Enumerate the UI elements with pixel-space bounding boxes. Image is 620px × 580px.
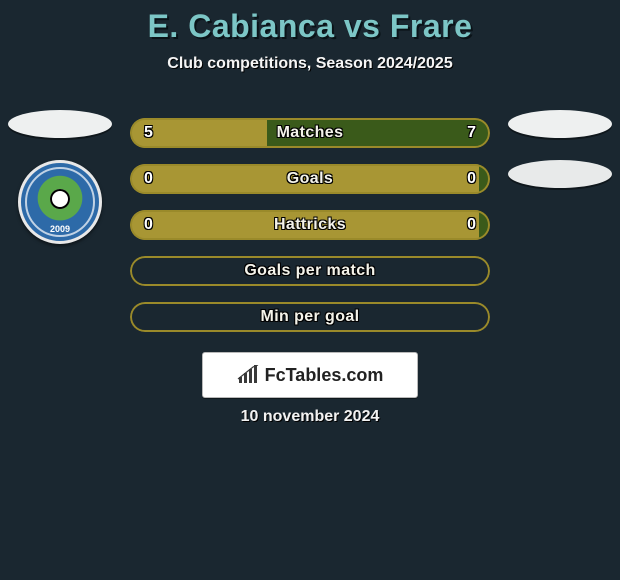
brand-box: FcTables.com <box>202 352 418 398</box>
right-player-slot <box>508 110 612 138</box>
stat-label: Min per goal <box>130 302 490 332</box>
club-badge: 2009 <box>18 160 102 244</box>
stat-label: Matches <box>130 118 490 148</box>
club-badge-year: 2009 <box>21 224 99 234</box>
infographic: E. Cabianca vs Frare Club competitions, … <box>0 0 620 580</box>
left-side-column: 2009 <box>0 110 120 244</box>
brand-text: FcTables.com <box>265 365 384 386</box>
bar-chart-icon <box>237 365 259 385</box>
stat-row-mpg: Min per goal <box>130 302 490 332</box>
right-side-column <box>500 110 620 210</box>
left-player-slot <box>8 110 112 138</box>
stat-bars: 57Matches 00Goals 00Hattricks Goals per mat… <box>130 118 490 348</box>
page-title: E. Cabianca vs Frare <box>0 0 620 45</box>
subtitle: Club competitions, Season 2024/2025 <box>0 55 620 73</box>
stat-row-gpm: Goals per match <box>130 256 490 286</box>
stat-label: Hattricks <box>130 210 490 240</box>
football-icon <box>50 189 70 209</box>
stat-label: Goals <box>130 164 490 194</box>
right-club-slot <box>508 160 612 188</box>
stat-row-goals: 00Goals <box>130 164 490 194</box>
date-text: 10 november 2024 <box>0 408 620 426</box>
stat-row-hattricks: 00Hattricks <box>130 210 490 240</box>
stat-label: Goals per match <box>130 256 490 286</box>
stat-row-matches: 57Matches <box>130 118 490 148</box>
